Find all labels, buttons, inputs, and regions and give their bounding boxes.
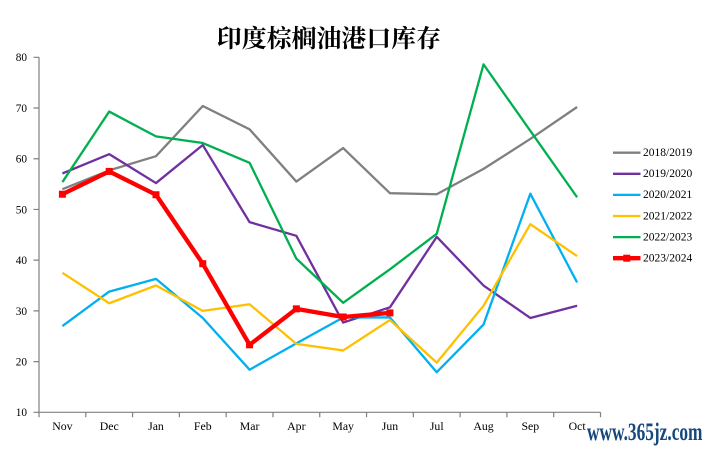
svg-text:Aug: Aug — [473, 419, 493, 433]
svg-text:2023/2024: 2023/2024 — [643, 253, 692, 265]
svg-text:May: May — [332, 419, 354, 433]
svg-text:40: 40 — [16, 255, 28, 267]
svg-text:Feb: Feb — [194, 419, 212, 433]
svg-text:30: 30 — [16, 306, 28, 318]
svg-text:2022/2023: 2022/2023 — [643, 231, 692, 243]
svg-text:2021/2022: 2021/2022 — [643, 210, 692, 222]
svg-text:Mar: Mar — [240, 419, 260, 433]
svg-text:20: 20 — [16, 356, 28, 368]
svg-text:Oct: Oct — [569, 419, 587, 433]
svg-text:Jul: Jul — [430, 419, 444, 433]
svg-text:50: 50 — [16, 204, 28, 216]
svg-text:2020/2021: 2020/2021 — [643, 189, 692, 201]
svg-text:www.365jz.com: www.365jz.com — [587, 417, 703, 446]
svg-text:10: 10 — [16, 407, 28, 419]
svg-text:70: 70 — [16, 103, 28, 115]
svg-text:Dec: Dec — [100, 419, 119, 433]
svg-text:Nov: Nov — [52, 419, 72, 433]
svg-text:80: 80 — [16, 52, 28, 64]
svg-text:2018/2019: 2018/2019 — [643, 147, 692, 159]
svg-text:Jan: Jan — [148, 419, 164, 433]
svg-text:2019/2020: 2019/2020 — [643, 168, 692, 180]
svg-text:Sep: Sep — [521, 419, 539, 433]
svg-text:Apr: Apr — [287, 419, 305, 433]
svg-text:60: 60 — [16, 154, 28, 166]
svg-text:Jun: Jun — [382, 419, 398, 433]
